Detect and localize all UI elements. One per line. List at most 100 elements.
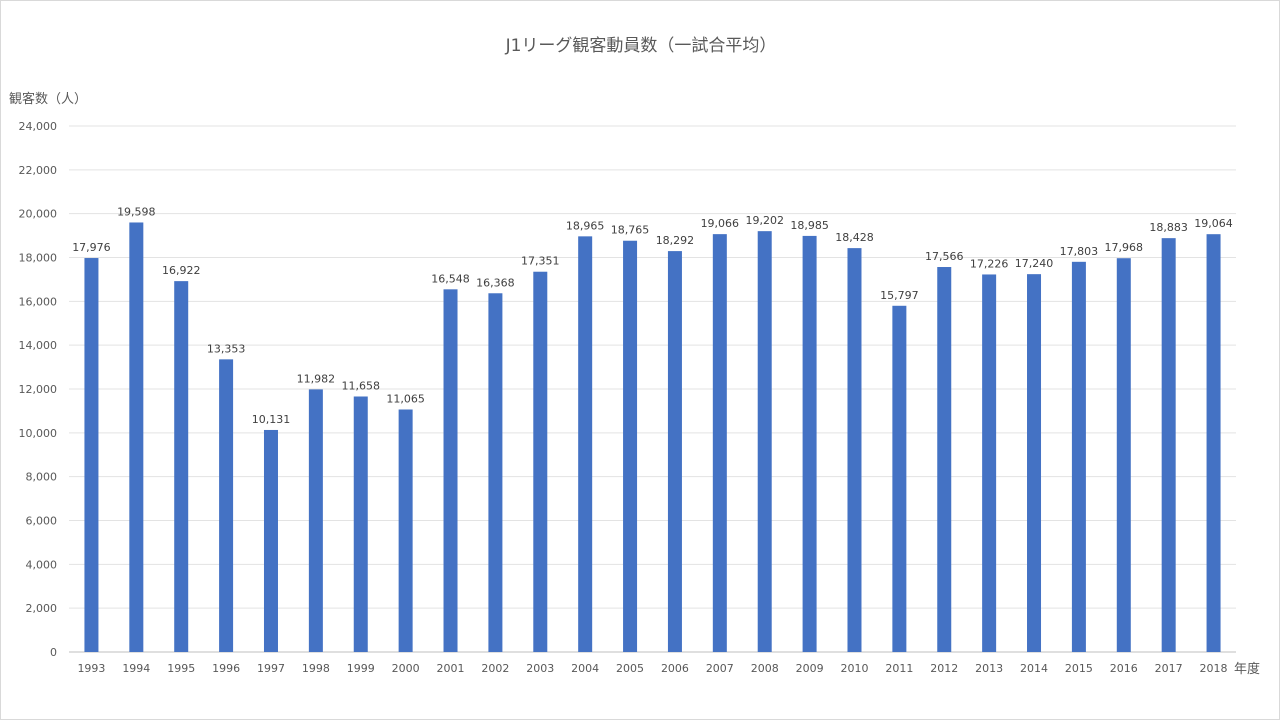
data-label: 13,353 [207, 342, 246, 355]
bar [219, 359, 234, 652]
bar [84, 258, 99, 652]
x-tick-label: 2012 [930, 662, 958, 675]
bar [129, 222, 144, 652]
y-tick-label: 24,000 [19, 120, 58, 133]
data-label: 17,240 [1015, 257, 1054, 270]
x-tick-label: 2005 [616, 662, 644, 675]
x-tick-label: 1995 [167, 662, 195, 675]
data-label: 17,351 [521, 255, 560, 268]
x-tick-label: 1996 [212, 662, 240, 675]
bar [982, 274, 997, 652]
y-tick-label: 2,000 [26, 602, 58, 615]
x-axis-ticks: 1993 1994 1995 1996 1997 1998 1999 2000 2001 2002… [77, 662, 1227, 675]
y-tick-label: 16,000 [19, 295, 58, 308]
x-tick-label: 2010 [840, 662, 868, 675]
y-tick-label: 22,000 [19, 164, 58, 177]
y-tick-label: 18,000 [19, 252, 58, 265]
x-tick-label: 2004 [571, 662, 599, 675]
bar [443, 289, 458, 652]
bar [667, 251, 682, 652]
x-tick-label: 1994 [122, 662, 150, 675]
data-label: 16,368 [476, 276, 515, 289]
data-label: 17,976 [72, 241, 111, 254]
bar [578, 236, 593, 653]
x-tick-label: 2017 [1155, 662, 1183, 675]
data-label: 11,658 [342, 379, 381, 392]
x-tick-label: 2009 [796, 662, 824, 675]
data-label: 18,985 [790, 219, 829, 232]
x-tick-label: 2015 [1065, 662, 1093, 675]
x-tick-label: 1997 [257, 662, 285, 675]
data-label: 18,965 [566, 219, 605, 232]
bar [398, 409, 413, 652]
chart-title: J1リーグ観客動員数（一試合平均） [505, 36, 777, 56]
x-tick-label: 2006 [661, 662, 689, 675]
data-label: 18,292 [656, 234, 695, 247]
data-label: 17,226 [970, 257, 1009, 270]
bar [174, 281, 189, 652]
x-tick-label: 1993 [77, 662, 105, 675]
data-label: 10,131 [252, 413, 291, 426]
bar [488, 293, 503, 652]
bar [712, 234, 727, 652]
x-tick-label: 2014 [1020, 662, 1048, 675]
bar [1206, 234, 1221, 652]
x-tick-label: 1999 [347, 662, 375, 675]
gridlines [69, 125, 1236, 653]
data-label: 19,598 [117, 205, 156, 218]
x-axis-title: 年度 [1234, 661, 1260, 677]
bar [1027, 274, 1042, 652]
bar [308, 389, 323, 652]
bar [937, 267, 952, 652]
y-axis-title: 観客数（人） [9, 91, 87, 107]
x-tick-label: 2002 [481, 662, 509, 675]
x-tick-label: 2007 [706, 662, 734, 675]
y-axis-ticks: 0 2,000 4,000 6,000 8,000 10,000 12,000 14,000 1… [19, 120, 58, 659]
bar [892, 305, 907, 652]
data-label: 11,982 [297, 372, 336, 385]
bar [263, 429, 278, 652]
data-label: 17,803 [1060, 245, 1099, 258]
data-label: 17,566 [925, 250, 964, 263]
data-label: 11,065 [386, 392, 425, 405]
data-label: 15,797 [880, 289, 919, 302]
x-tick-label: 2011 [885, 662, 913, 675]
bar [757, 231, 772, 652]
bar [847, 248, 862, 652]
bar [802, 235, 817, 652]
data-label: 19,202 [745, 214, 784, 227]
x-tick-label: 2013 [975, 662, 1003, 675]
bar [623, 240, 638, 652]
y-tick-label: 14,000 [19, 339, 58, 352]
data-label: 16,922 [162, 264, 201, 277]
x-tick-label: 2000 [392, 662, 420, 675]
bar [1116, 258, 1131, 652]
x-tick-label: 2003 [526, 662, 554, 675]
y-tick-label: 4,000 [26, 558, 58, 571]
y-tick-label: 12,000 [19, 383, 58, 396]
y-tick-label: 6,000 [26, 515, 58, 528]
y-tick-label: 20,000 [19, 208, 58, 221]
data-label: 17,968 [1105, 241, 1144, 254]
x-tick-label: 1998 [302, 662, 330, 675]
bar [353, 396, 368, 652]
y-tick-label: 10,000 [19, 427, 58, 440]
data-label: 19,064 [1194, 217, 1233, 230]
data-label: 18,883 [1149, 221, 1188, 234]
data-label: 18,428 [835, 231, 874, 244]
data-labels: 17,976 19,598 16,922 13,353 10,131 11,982 11,6… [72, 205, 1233, 425]
y-tick-label: 8,000 [26, 471, 58, 484]
data-label: 16,548 [431, 272, 470, 285]
bars [84, 222, 1221, 653]
bar [533, 271, 548, 652]
x-tick-label: 2016 [1110, 662, 1138, 675]
x-tick-label: 2008 [751, 662, 779, 675]
bar [1071, 261, 1086, 652]
y-tick-label: 0 [50, 646, 57, 659]
data-label: 19,066 [701, 217, 740, 230]
x-tick-label: 2018 [1200, 662, 1228, 675]
bar [1161, 238, 1176, 652]
x-tick-label: 2001 [437, 662, 465, 675]
